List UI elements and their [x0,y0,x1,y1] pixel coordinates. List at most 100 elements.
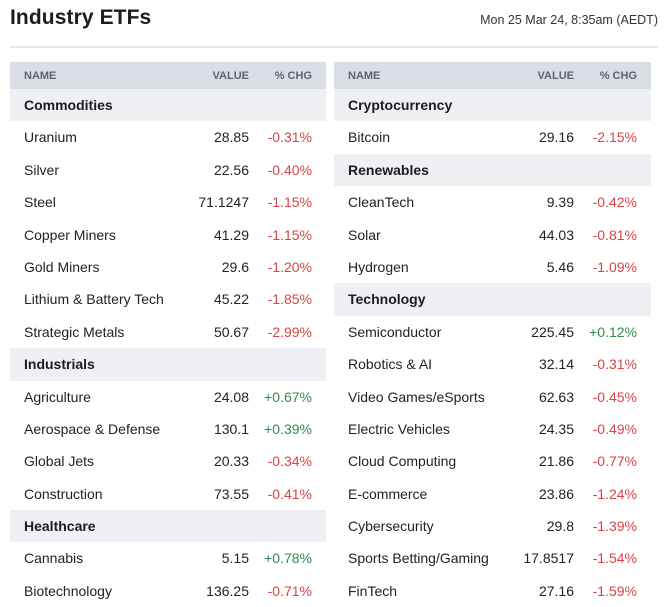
etf-value: 17.8517 [523,550,574,567]
etf-row[interactable]: Aerospace & Defense 130.1 +0.39% [10,413,326,445]
etf-row[interactable]: Solar 44.03 -0.81% [334,219,651,251]
column-header-chg[interactable]: % CHG [274,70,312,82]
etf-change: -2.15% [592,129,637,146]
etf-row[interactable]: Global Jets 20.33 -0.34% [10,445,326,477]
etf-value: 5.46 [546,258,574,275]
timestamp: Mon 25 Mar 24, 8:35am (AEDT) [480,13,658,27]
column-header-name[interactable]: NAME [24,70,57,82]
column-header-row: NAME VALUE % CHG [10,62,326,89]
etf-name[interactable]: Cannabis [24,550,84,567]
etf-row[interactable]: Agriculture 24.08 +0.67% [10,381,326,413]
etf-value: 27.16 [538,582,574,599]
etf-change: -1.15% [267,194,312,211]
etf-name[interactable]: Hydrogen [348,258,409,275]
etf-name[interactable]: Solar [348,226,381,243]
etf-value: 5.15 [221,550,249,567]
etf-change: -0.81% [592,226,637,243]
etf-row[interactable]: E-commerce 23.86 -1.24% [334,478,651,510]
etf-name[interactable]: Uranium [24,129,77,146]
etf-row[interactable]: Uranium 28.85 -0.31% [10,121,326,153]
etf-name[interactable]: Silver [24,161,60,178]
etf-row[interactable]: Sports Betting/Gaming 17.8517 -1.54% [334,542,651,574]
etf-value: 20.33 [213,453,249,470]
etf-value: 28.85 [213,129,249,146]
etf-value: 32.14 [538,356,574,373]
etf-value: 21.86 [538,453,574,470]
column-header-value[interactable]: VALUE [212,70,249,82]
etf-value: 62.63 [538,388,574,405]
etf-change: -1.85% [267,291,312,308]
category-row: Commodities [10,89,326,122]
etf-row[interactable]: Strategic Metals 50.67 -2.99% [10,316,326,348]
category-label: Commodities [24,97,113,113]
etf-name[interactable]: Agriculture [24,388,91,405]
etf-name[interactable]: Bitcoin [348,129,391,146]
etf-row[interactable]: Silver 22.56 -0.40% [10,154,326,186]
etf-name[interactable]: FinTech [348,582,398,599]
etf-name[interactable]: Cybersecurity [348,518,434,535]
page-title: Industry ETFs [10,6,152,29]
etf-row[interactable]: Hydrogen 5.46 -1.09% [334,251,651,283]
etf-row[interactable]: Cannabis 5.15 +0.78% [10,542,326,574]
etf-change: +0.12% [589,323,637,340]
etf-change: -0.41% [267,485,312,502]
etf-name[interactable]: Lithium & Battery Tech [24,291,164,308]
etf-name[interactable]: Electric Vehicles [348,420,450,437]
etf-change: -0.40% [267,161,312,178]
etf-row[interactable]: Steel 71.1247 -1.15% [10,186,326,218]
etf-name[interactable]: Biotechnology [24,582,112,599]
etf-name[interactable]: Semiconductor [348,323,442,340]
etf-value: 22.56 [213,161,249,178]
etf-row[interactable]: Lithium & Battery Tech 45.22 -1.85% [10,283,326,315]
etf-name[interactable]: Sports Betting/Gaming [348,550,489,567]
etf-row[interactable]: CleanTech 9.39 -0.42% [334,186,651,218]
column-header-name[interactable]: NAME [348,70,381,82]
category-row: Technology [334,283,651,316]
category-label: Renewables [348,161,429,178]
etf-name[interactable]: Global Jets [24,453,95,470]
etf-value: 29.8 [546,518,574,535]
etf-row[interactable]: Gold Miners 29.6 -1.20% [10,251,326,283]
etf-change: -0.49% [592,420,637,437]
etf-row[interactable]: Cloud Computing 21.86 -0.77% [334,445,651,477]
column-header-value[interactable]: VALUE [537,70,574,82]
etf-name[interactable]: Video Games/eSports [348,388,485,405]
category-label: Industrials [24,356,95,373]
etf-change: -1.54% [592,550,637,567]
etf-row[interactable]: Semiconductor 225.45 +0.12% [334,316,651,348]
etf-value: 29.16 [538,129,574,146]
etf-value: 130.1 [213,420,249,437]
etf-change: +0.39% [264,420,312,437]
etf-value: 73.55 [213,485,249,502]
etf-name[interactable]: E-commerce [348,485,428,502]
etf-row[interactable]: Biotechnology 136.25 -0.71% [10,575,326,607]
etf-row[interactable]: Copper Miners 41.29 -1.15% [10,219,326,251]
etf-row[interactable]: Video Games/eSports 62.63 -0.45% [334,381,651,413]
etf-row[interactable]: Robotics & AI 32.14 -0.31% [334,348,651,380]
category-label: Cryptocurrency [348,97,453,113]
etf-change: +0.78% [264,550,312,567]
etf-name[interactable]: Construction [24,485,103,502]
etf-name[interactable]: Copper Miners [24,226,116,243]
etf-row[interactable]: Construction 73.55 -0.41% [10,478,326,510]
etf-name[interactable]: Cloud Computing [348,453,457,470]
etf-name[interactable]: Aerospace & Defense [24,420,161,437]
etf-value: 50.67 [213,323,249,340]
etf-name[interactable]: Robotics & AI [348,356,433,373]
column-header-chg[interactable]: % CHG [599,70,637,82]
etf-change: -0.34% [267,453,312,470]
etf-row[interactable]: Electric Vehicles 24.35 -0.49% [334,413,651,445]
etf-name[interactable]: Steel [24,194,56,211]
category-label: Healthcare [24,518,96,535]
etf-row[interactable]: Bitcoin 29.16 -2.15% [334,121,651,153]
etf-change: -0.77% [592,453,637,470]
etf-value: 23.86 [538,485,574,502]
etf-change: -0.71% [267,582,312,599]
etf-change: -0.42% [592,194,637,211]
etf-row[interactable]: Cybersecurity 29.8 -1.39% [334,510,651,542]
etf-row[interactable]: FinTech 27.16 -1.59% [334,575,651,607]
etf-name[interactable]: Strategic Metals [24,323,125,340]
category-row: Cryptocurrency [334,89,651,122]
etf-name[interactable]: Gold Miners [24,258,100,275]
etf-name[interactable]: CleanTech [348,194,415,211]
